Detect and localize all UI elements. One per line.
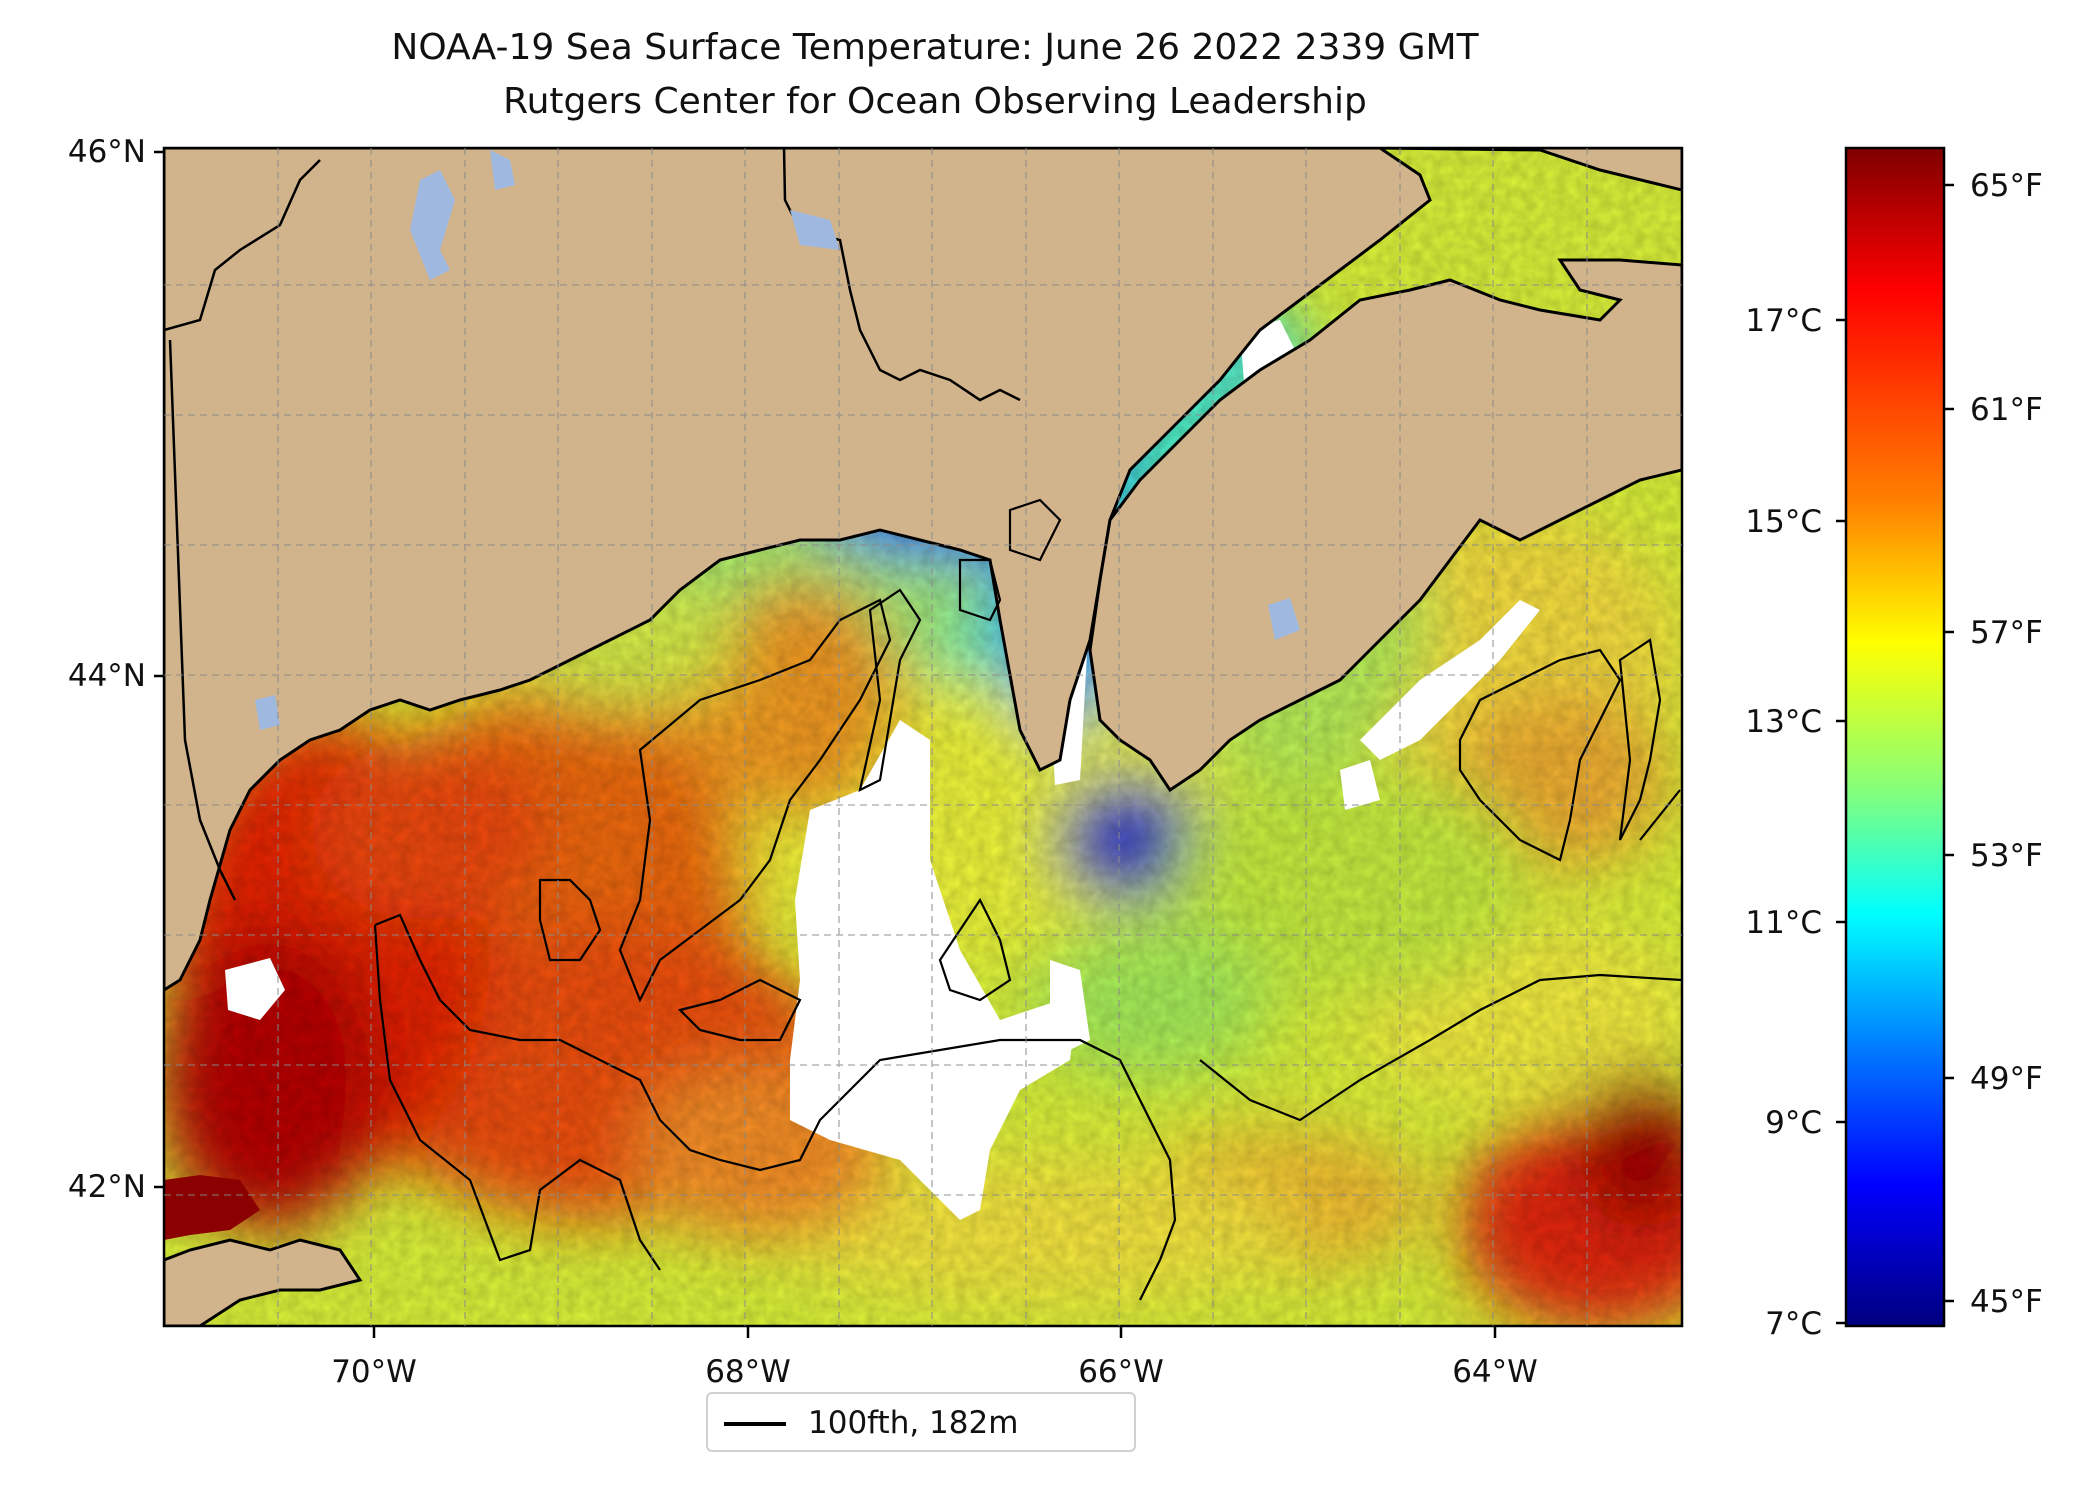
- cape-cod-bay-warm-water: [164, 1175, 260, 1240]
- fahrenheit-label-57: 57°F: [1970, 615, 2043, 651]
- lat-label-42n: 42°N: [68, 1169, 146, 1205]
- bathymetry-contours: [373, 498, 1682, 1301]
- celsius-label-13: 13°C: [1745, 704, 1822, 740]
- legend-line-swatch: [724, 1422, 786, 1426]
- fahrenheit-label-49: 49°F: [1970, 1061, 2043, 1097]
- axis-ticks: [154, 150, 1497, 1338]
- celsius-label-15: 15°C: [1745, 504, 1822, 540]
- celsius-label-9: 9°C: [1765, 1105, 1822, 1141]
- celsius-ticks: [1836, 318, 1846, 1325]
- map-subtitle: Rutgers Center for Ocean Observing Leade…: [503, 81, 1367, 122]
- fahrenheit-label-53: 53°F: [1970, 838, 2043, 874]
- fahrenheit-label-65: 65°F: [1970, 168, 2043, 204]
- fahrenheit-label-61: 61°F: [1970, 392, 2043, 428]
- lon-label-66w: 66°W: [1078, 1354, 1164, 1390]
- lon-label-68w: 68°W: [705, 1354, 791, 1390]
- lat-label-44n: 44°N: [68, 658, 146, 694]
- map-frame: [162, 146, 1684, 1328]
- celsius-label-17: 17°C: [1745, 303, 1822, 339]
- cloud-gaps: [225, 320, 1540, 1220]
- lon-label-70w: 70°W: [331, 1354, 417, 1390]
- legend-label: 100fth, 182m: [808, 1405, 1019, 1441]
- celsius-label-11: 11°C: [1745, 905, 1822, 941]
- map-area: [164, 148, 1682, 1326]
- fahrenheit-ticks: [1944, 183, 1954, 1303]
- land-mainland-north: [164, 148, 1682, 992]
- colorbar: [1844, 146, 1946, 1328]
- lakes: [255, 150, 1300, 730]
- celsius-label-7: 7°C: [1765, 1306, 1822, 1342]
- land-nova-scotia: [1088, 258, 1682, 793]
- lat-label-46n: 46°N: [68, 134, 146, 170]
- land-cape-cod: [164, 1238, 363, 1326]
- legend: 100fth, 182m: [706, 1392, 1136, 1452]
- gridlines: [164, 148, 1682, 1326]
- fahrenheit-label-45: 45°F: [1970, 1284, 2043, 1320]
- map-title: NOAA-19 Sea Surface Temperature: June 26…: [391, 27, 1479, 68]
- lon-label-64w: 64°W: [1452, 1354, 1538, 1390]
